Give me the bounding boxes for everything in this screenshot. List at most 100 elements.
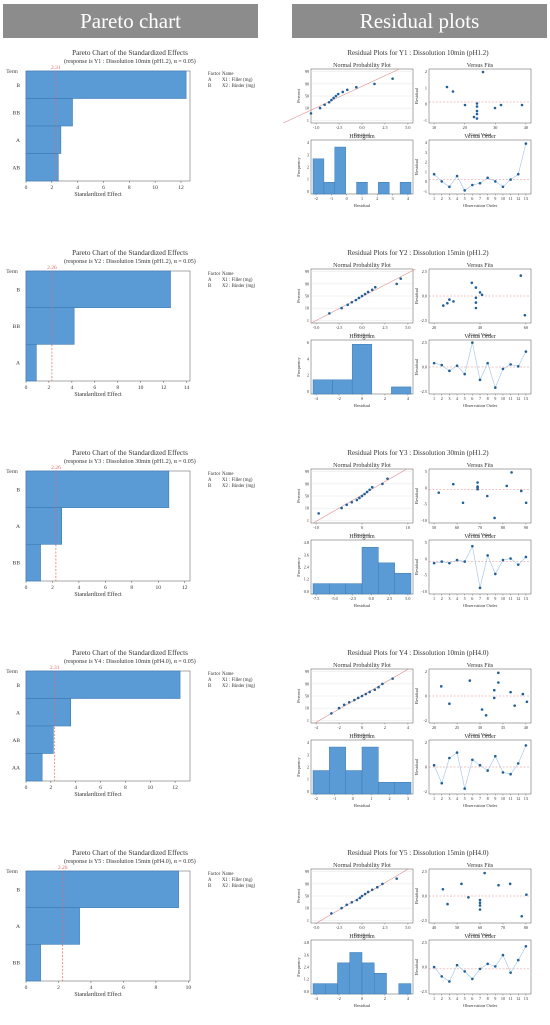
normal-probability-plot-title: Normal Probability Plot [333, 463, 391, 469]
pareto-xtick-label: 10 [156, 585, 162, 591]
normal-probability-plot-xlabel: Residual [354, 132, 371, 137]
versus-fits-plot-ylabel: Residual [414, 87, 419, 104]
normal-probability-point [377, 685, 380, 689]
pareto-xtick-label: 4 [76, 185, 79, 191]
normal-probability-point [337, 706, 341, 710]
versus-fits-xtick-label: 90 [524, 525, 528, 530]
versus-fits-point [467, 896, 470, 899]
versus-fits-point [474, 296, 478, 300]
versus-order-xtick-label: 6 [471, 196, 473, 201]
histogram-xtick-label: 0 [352, 796, 354, 801]
versus-order-point [478, 967, 482, 971]
versus-fits-point [497, 883, 500, 887]
versus-fits-point [474, 306, 478, 310]
normal-probability-plot: Normal Probability Plot Residual Percent -4… [296, 663, 414, 737]
histogram-plot-title: Histogram [349, 134, 375, 140]
versus-order-point [486, 176, 489, 180]
normal-probability-point [381, 482, 384, 486]
pareto-ylabel: Term [6, 869, 18, 875]
versus-order-point [524, 944, 528, 948]
pareto-xtick-label: 0 [25, 585, 28, 591]
histogram-bar [391, 386, 412, 395]
versus-order-ytick-label: -2 [424, 789, 428, 794]
versus-fits-point [475, 105, 479, 108]
versus-fits-point [451, 90, 455, 93]
normal-probability-point [395, 282, 398, 286]
versus-fits-xtick-label: 40 [524, 725, 528, 730]
pareto-bar-B [25, 470, 170, 508]
pareto-xtick-label: 14 [184, 385, 190, 391]
versus-order-xtick-label: 13 [524, 996, 528, 1001]
normal-probability-point [363, 292, 367, 296]
histogram-bar [394, 782, 412, 795]
versus-order-point [501, 953, 505, 957]
versus-order-point [486, 361, 489, 365]
normal-probability-ytick-label: 99 [305, 469, 309, 474]
histogram-xtick-label: -2 [337, 396, 341, 401]
histogram-plot-ylabel: Frequency [296, 757, 301, 777]
versus-order-xtick-label: 5 [464, 196, 466, 201]
versus-order-point [501, 185, 505, 189]
normal-probability-ytick-label: 1 [307, 318, 309, 323]
histogram-bar [399, 182, 412, 195]
versus-order-ytick-label: 0.0 [422, 365, 427, 370]
versus-order-xtick-label: 8 [487, 196, 489, 201]
normal-probability-ytick-label: 90 [305, 81, 309, 86]
versus-fits-point [525, 893, 528, 896]
versus-fits-point [445, 85, 449, 89]
versus-fits-point [520, 103, 524, 107]
versus-fits-point [478, 898, 482, 902]
normal-probability-point [381, 682, 384, 686]
histogram-plot-title: Histogram [349, 334, 375, 340]
versus-order-point [455, 174, 459, 178]
versus-order-ytick-label: -5 [424, 573, 428, 578]
pareto-title: Pareto Chart of the Standardized Effects [72, 449, 188, 457]
pareto-bar-BB [25, 544, 41, 582]
normal-probability-point [366, 890, 370, 894]
versus-fits-plot-xlabel: Fitted Value [469, 732, 491, 737]
versus-order-ytick-label: 1 [425, 169, 427, 174]
versus-order-xtick-label: 7 [479, 996, 481, 1001]
versus-order-xtick-label: 9 [494, 596, 496, 601]
histogram-plot-ylabel: Frequency [296, 157, 301, 177]
pareto-header: Pareto chart [3, 4, 258, 38]
legend-factor: B [208, 484, 211, 489]
normal-probability-fit-line [283, 68, 400, 124]
normal-probability-point [373, 285, 377, 289]
legend-factor: A [208, 878, 212, 883]
normal-probability-plot-title: Normal Probability Plot [333, 63, 391, 69]
versus-fits-ytick-label: -2.5 [420, 318, 427, 323]
legend-factor: B [208, 684, 211, 689]
histogram-bar [312, 983, 326, 995]
legend-factor-head: Factor [208, 272, 221, 277]
histogram-bar [356, 182, 368, 195]
pareto-chart-1: Pareto Chart of the Standardized Effects… [6, 49, 255, 198]
normal-probability-ytick-label: 99 [305, 869, 309, 874]
histogram-xtick-label: 2.5 [387, 596, 392, 601]
versus-order-xtick-label: 7 [479, 196, 481, 201]
versus-fits-plot-ylabel: Residual [414, 487, 419, 504]
pareto-xtick-label: 8 [130, 585, 133, 591]
versus-fits-plot-title: Versus Fits [467, 463, 494, 469]
legend-name-head: Name [222, 72, 233, 77]
normal-probability-point [360, 294, 364, 298]
versus-fits-point [475, 109, 479, 113]
normal-probability-ytick-label: 50 [305, 294, 309, 299]
versus-order-point [509, 557, 512, 560]
histogram-plot-ylabel: Frequency [296, 357, 301, 377]
normal-probability-point [360, 694, 364, 698]
normal-probability-xtick-label: 5.0 [405, 925, 410, 930]
normal-probability-point [373, 82, 376, 86]
histogram-xtick-label: 0.0 [369, 596, 374, 601]
versus-fits-plot-xlabel: Fitted Value [469, 932, 491, 937]
legend-name: X2 : Binder (mg) [222, 84, 256, 89]
versus-order-xtick-label: 5 [464, 996, 466, 1001]
legend-name: X1 : Filler (mg) [222, 478, 253, 483]
histogram-ytick-label: 0 [307, 389, 309, 394]
normal-probability-plot: Normal Probability Plot Residual Percent -1… [283, 63, 414, 137]
versus-fits-plot-ylabel: Residual [414, 687, 419, 704]
pareto-xlabel: Standardized Effect [74, 991, 122, 998]
versus-order-point [494, 386, 497, 389]
pareto-term-label: A [16, 361, 20, 367]
